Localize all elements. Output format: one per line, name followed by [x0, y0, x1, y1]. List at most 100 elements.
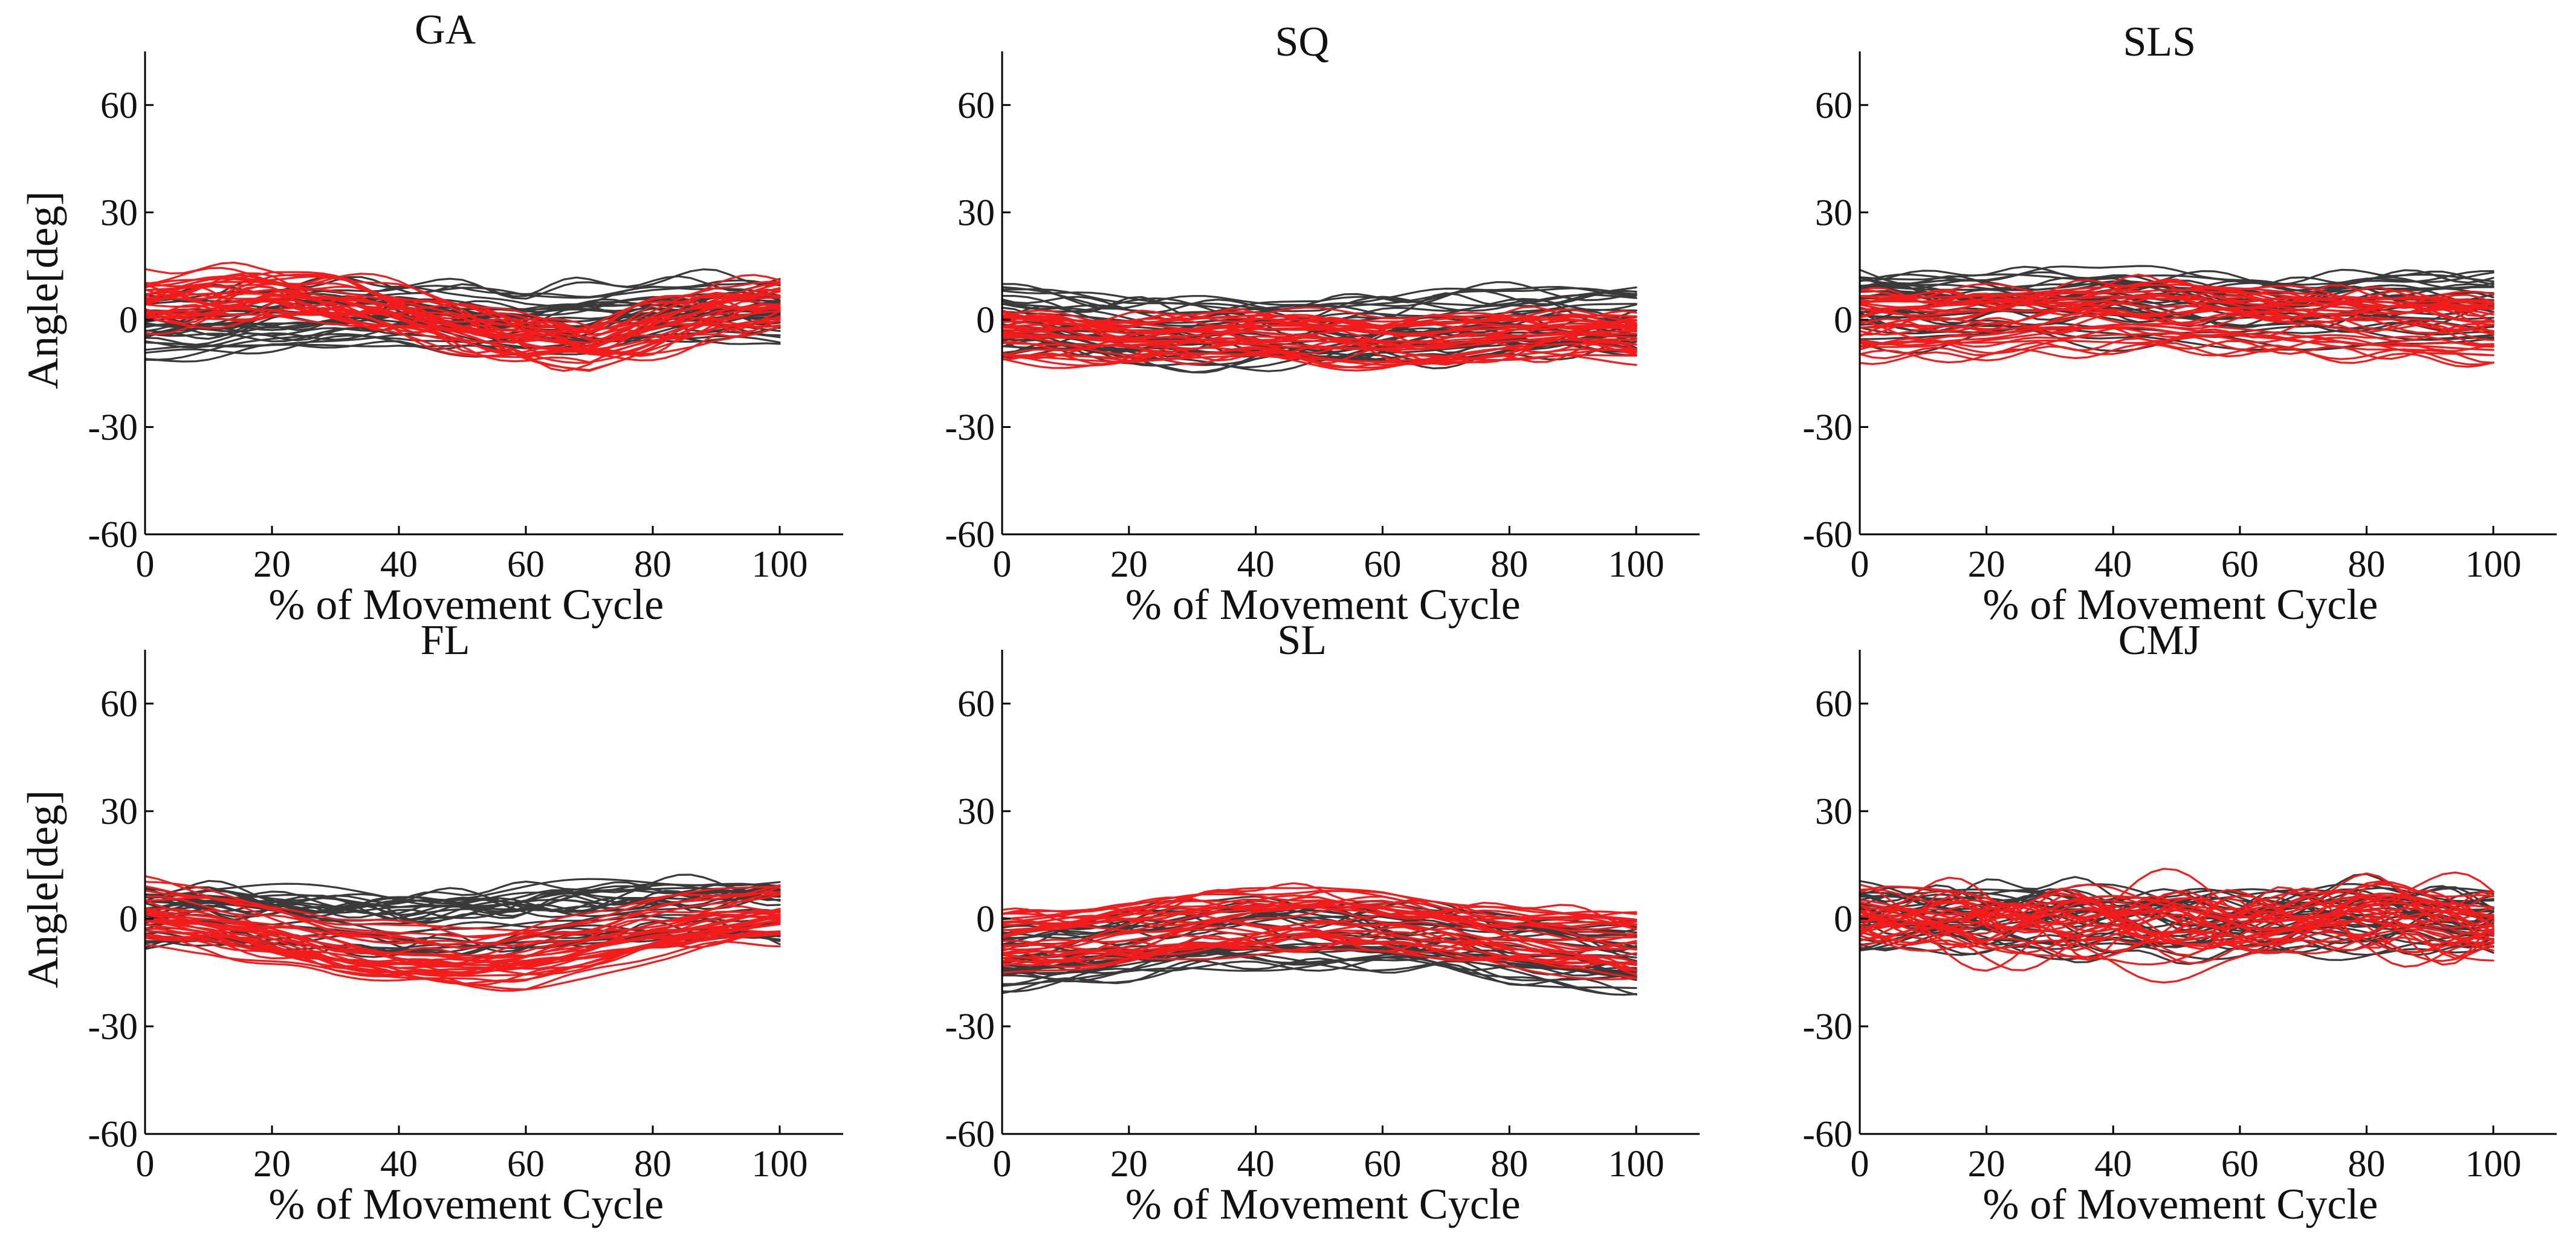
trace-group_b — [144, 299, 781, 355]
series-group_b — [1859, 867, 2494, 984]
y-tick-label: 30 — [1815, 192, 1853, 233]
y-tick-label: 0 — [976, 300, 995, 341]
trace-group_b — [1001, 927, 1637, 976]
trace-group_b — [1859, 307, 2494, 335]
trace-group_b — [1859, 342, 2494, 368]
trace-group_b — [1859, 872, 2494, 936]
trace-group_b — [1859, 904, 2494, 931]
trace-group_b — [1001, 898, 1637, 936]
x-tick-label: 0 — [993, 544, 1012, 585]
trace-group_b — [1859, 299, 2494, 325]
y-tick-label: 0 — [119, 899, 138, 940]
trace-group_b — [144, 276, 781, 332]
trace-group_b — [144, 908, 781, 947]
x-tick-label: 100 — [2465, 544, 2522, 585]
x-tick-label: 80 — [634, 1144, 672, 1185]
series-group_b — [1001, 306, 1637, 372]
panel-fl: -60 -30 0 30 60 0 20 40 60 80 100 FL % of Movement C… — [19, 617, 843, 1228]
trace-group_b — [1001, 346, 1637, 372]
x-tick-label: 20 — [253, 1144, 291, 1185]
x-tick-label: 60 — [1364, 1144, 1401, 1185]
trace-group_b — [1859, 332, 2494, 357]
trace-group_b — [1001, 322, 1637, 338]
trace-group_b — [1859, 343, 2494, 366]
trace-group_b — [144, 274, 781, 336]
panel-sl: -60 -30 0 30 60 0 20 40 60 80 100 SL % of Movement C… — [945, 617, 1700, 1228]
trace-group_b — [1001, 326, 1637, 347]
trace-group_b — [1859, 317, 2494, 346]
trace-group_b — [1859, 308, 2494, 342]
panel-title: CMJ — [2118, 617, 2201, 664]
panel-title: FL — [421, 617, 470, 664]
trace-group_b — [144, 272, 781, 342]
series-group_b — [1001, 882, 1637, 980]
x-tick-label: 40 — [2094, 544, 2132, 585]
x-tick-label: 80 — [1490, 1144, 1528, 1185]
x-tick-label: 60 — [507, 544, 545, 585]
trace-group_b — [144, 913, 781, 965]
trace-group_b — [144, 881, 781, 932]
x-tick-label: 60 — [1364, 544, 1401, 585]
y-tick-label: 30 — [957, 192, 995, 233]
trace-group_b — [1001, 314, 1637, 324]
trace-group_b — [1001, 348, 1637, 366]
panel-sls: -60 -30 0 30 60 0 20 40 60 80 100 SLS % of Movement … — [1802, 19, 2557, 629]
y-tick-label: 0 — [1834, 899, 1853, 940]
y-tick-label: 60 — [957, 85, 995, 126]
trace-group_b — [1859, 279, 2494, 309]
trace-group_b — [1859, 881, 2494, 921]
x-axis-title: % of Movement Cycle — [1125, 580, 1521, 629]
trace-group_b — [144, 909, 781, 959]
trace-group_b — [1001, 921, 1637, 958]
x-tick-label: 100 — [1608, 1144, 1665, 1185]
trace-group_b — [1859, 307, 2494, 342]
trace-group_a — [1001, 287, 1637, 312]
panel-title: GA — [415, 7, 476, 53]
x-tick-label: 20 — [1110, 544, 1148, 585]
trace-group_b — [1001, 895, 1637, 930]
trace-group_b — [144, 310, 781, 371]
trace-group_b — [144, 933, 781, 977]
y-tick-label: -30 — [1802, 1006, 1853, 1048]
x-tick-label: 0 — [993, 1144, 1012, 1185]
trace-group_a — [144, 887, 781, 908]
x-axis-title: % of Movement Cycle — [268, 580, 664, 629]
y-tick-label: -30 — [88, 1006, 138, 1048]
series-group_b — [144, 875, 781, 992]
trace-group_a — [144, 322, 781, 349]
trace-group_a — [144, 308, 781, 335]
y-tick-label: -30 — [945, 1006, 995, 1048]
trace-group_b — [144, 292, 781, 348]
trace-group_a — [1859, 930, 2494, 954]
trace-group_a — [1001, 901, 1637, 936]
x-tick-label: 60 — [2221, 1144, 2259, 1185]
trace-group_b — [1001, 934, 1637, 971]
x-tick-label: 40 — [2094, 1144, 2132, 1185]
x-tick-label: 0 — [1851, 1144, 1869, 1185]
panel-title: SQ — [1275, 19, 1328, 65]
trace-group_b — [1001, 338, 1637, 369]
trace-group_b — [1001, 308, 1637, 328]
trace-group_b — [1859, 894, 2494, 919]
trace-group_a — [1001, 945, 1637, 985]
trace-group_b — [144, 909, 781, 967]
x-axis-title: % of Movement Cycle — [1982, 580, 2378, 629]
y-tick-label: -60 — [945, 1114, 995, 1155]
trace-group_b — [1859, 931, 2494, 962]
trace-group_b — [1859, 907, 2494, 972]
x-tick-label: 80 — [1490, 544, 1528, 585]
y-tick-label: 30 — [100, 791, 138, 832]
panel-ga: -60 -30 0 30 60 0 20 40 60 80 100 GA % of Movement C… — [19, 7, 843, 629]
x-tick-label: 0 — [136, 544, 155, 585]
trace-group_a — [1859, 328, 2494, 351]
trace-group_a — [1001, 951, 1637, 983]
y-tick-label: 60 — [1815, 85, 1853, 126]
trace-group_b — [1001, 905, 1637, 942]
trace-group_a — [144, 873, 781, 904]
y-tick-label: 60 — [1815, 684, 1853, 725]
trace-group_b — [1001, 900, 1637, 925]
x-tick-label: 80 — [634, 544, 672, 585]
trace-group_b — [1859, 326, 2494, 348]
panel-cmj: -60 -30 0 30 60 0 20 40 60 80 100 CMJ % of Movement … — [1802, 617, 2557, 1228]
